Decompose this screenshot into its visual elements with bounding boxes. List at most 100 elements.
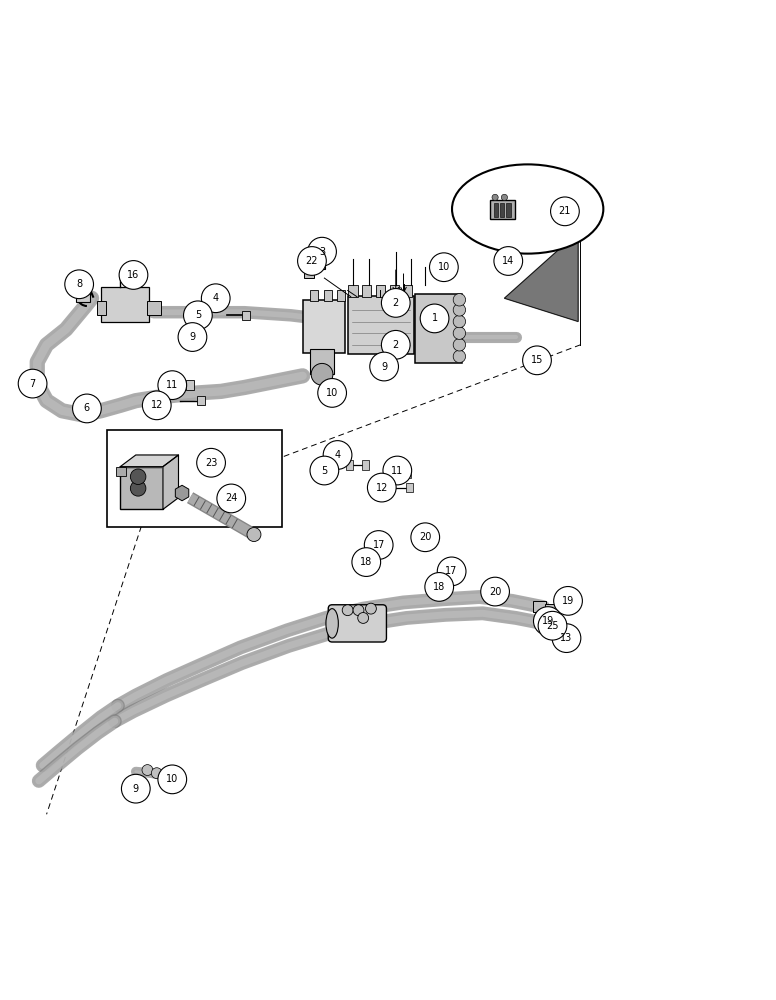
Text: 4: 4 [334,450,341,460]
FancyBboxPatch shape [324,290,332,301]
Circle shape [437,557,466,586]
Circle shape [217,484,245,513]
Text: 24: 24 [225,493,237,503]
Circle shape [130,469,146,484]
Polygon shape [120,455,178,467]
FancyBboxPatch shape [362,285,371,297]
FancyBboxPatch shape [415,294,462,363]
Circle shape [382,289,410,317]
FancyBboxPatch shape [390,285,399,297]
Circle shape [310,456,338,485]
Text: 18: 18 [360,557,372,567]
FancyBboxPatch shape [310,290,318,301]
Circle shape [307,237,336,266]
Text: 10: 10 [326,388,338,398]
Ellipse shape [452,164,604,254]
Circle shape [183,301,212,330]
Text: 1: 1 [431,313,438,323]
Text: 8: 8 [76,279,82,289]
Text: 23: 23 [205,458,217,468]
Circle shape [453,315,466,328]
Circle shape [247,528,261,542]
FancyBboxPatch shape [490,200,515,219]
Text: 7: 7 [29,379,36,389]
Circle shape [538,611,566,640]
Bar [506,203,511,217]
Circle shape [178,323,206,351]
Circle shape [202,284,230,313]
Text: 15: 15 [531,355,543,365]
Text: 17: 17 [372,540,385,550]
FancyBboxPatch shape [116,467,126,476]
Circle shape [119,261,147,289]
Text: 2: 2 [393,340,399,350]
FancyBboxPatch shape [186,380,194,390]
Circle shape [453,350,466,363]
Text: 9: 9 [381,362,387,372]
Circle shape [151,768,162,779]
Text: 4: 4 [213,293,219,303]
Circle shape [554,587,582,615]
Circle shape [18,369,47,398]
Text: 9: 9 [189,332,196,342]
Text: 12: 12 [376,483,388,493]
FancyBboxPatch shape [303,300,345,353]
Circle shape [382,330,410,359]
Circle shape [65,270,93,299]
FancyBboxPatch shape [346,460,353,470]
Text: 19: 19 [562,596,574,606]
Circle shape [494,247,523,275]
Text: 21: 21 [559,206,571,216]
Circle shape [523,346,551,375]
Circle shape [298,247,326,275]
Text: 11: 11 [391,466,404,476]
Text: 11: 11 [166,380,178,390]
Circle shape [425,573,453,601]
Circle shape [430,253,458,282]
Circle shape [121,774,150,803]
FancyBboxPatch shape [147,301,161,315]
FancyBboxPatch shape [337,290,345,301]
Text: 20: 20 [419,532,431,542]
Circle shape [318,379,346,407]
Circle shape [158,765,186,794]
Text: 20: 20 [489,587,501,597]
Circle shape [368,473,396,502]
Text: 12: 12 [151,400,163,410]
Text: 18: 18 [433,582,445,592]
FancyBboxPatch shape [348,296,414,354]
Text: 25: 25 [546,621,559,631]
Text: 19: 19 [542,616,554,626]
Text: 6: 6 [84,403,90,413]
Circle shape [365,531,393,559]
Circle shape [342,605,353,616]
Text: 2: 2 [393,298,399,308]
FancyBboxPatch shape [97,301,106,315]
FancyBboxPatch shape [533,601,546,612]
FancyBboxPatch shape [314,256,325,269]
Circle shape [311,363,333,385]
Bar [494,203,498,217]
FancyBboxPatch shape [545,604,557,615]
Circle shape [352,548,380,576]
Circle shape [421,304,449,333]
Circle shape [383,456,411,485]
Circle shape [158,371,186,400]
FancyBboxPatch shape [546,616,559,627]
Circle shape [453,294,466,306]
Polygon shape [504,232,578,322]
Circle shape [197,448,225,477]
Circle shape [323,441,352,469]
Text: 3: 3 [319,247,325,257]
FancyBboxPatch shape [404,469,411,478]
Polygon shape [163,455,178,509]
Circle shape [453,304,466,316]
Text: 17: 17 [445,566,458,576]
FancyBboxPatch shape [242,311,250,320]
Text: 10: 10 [438,262,450,272]
Circle shape [501,194,508,200]
Circle shape [453,339,466,351]
Circle shape [73,394,101,423]
Circle shape [481,577,509,606]
Circle shape [142,765,153,775]
